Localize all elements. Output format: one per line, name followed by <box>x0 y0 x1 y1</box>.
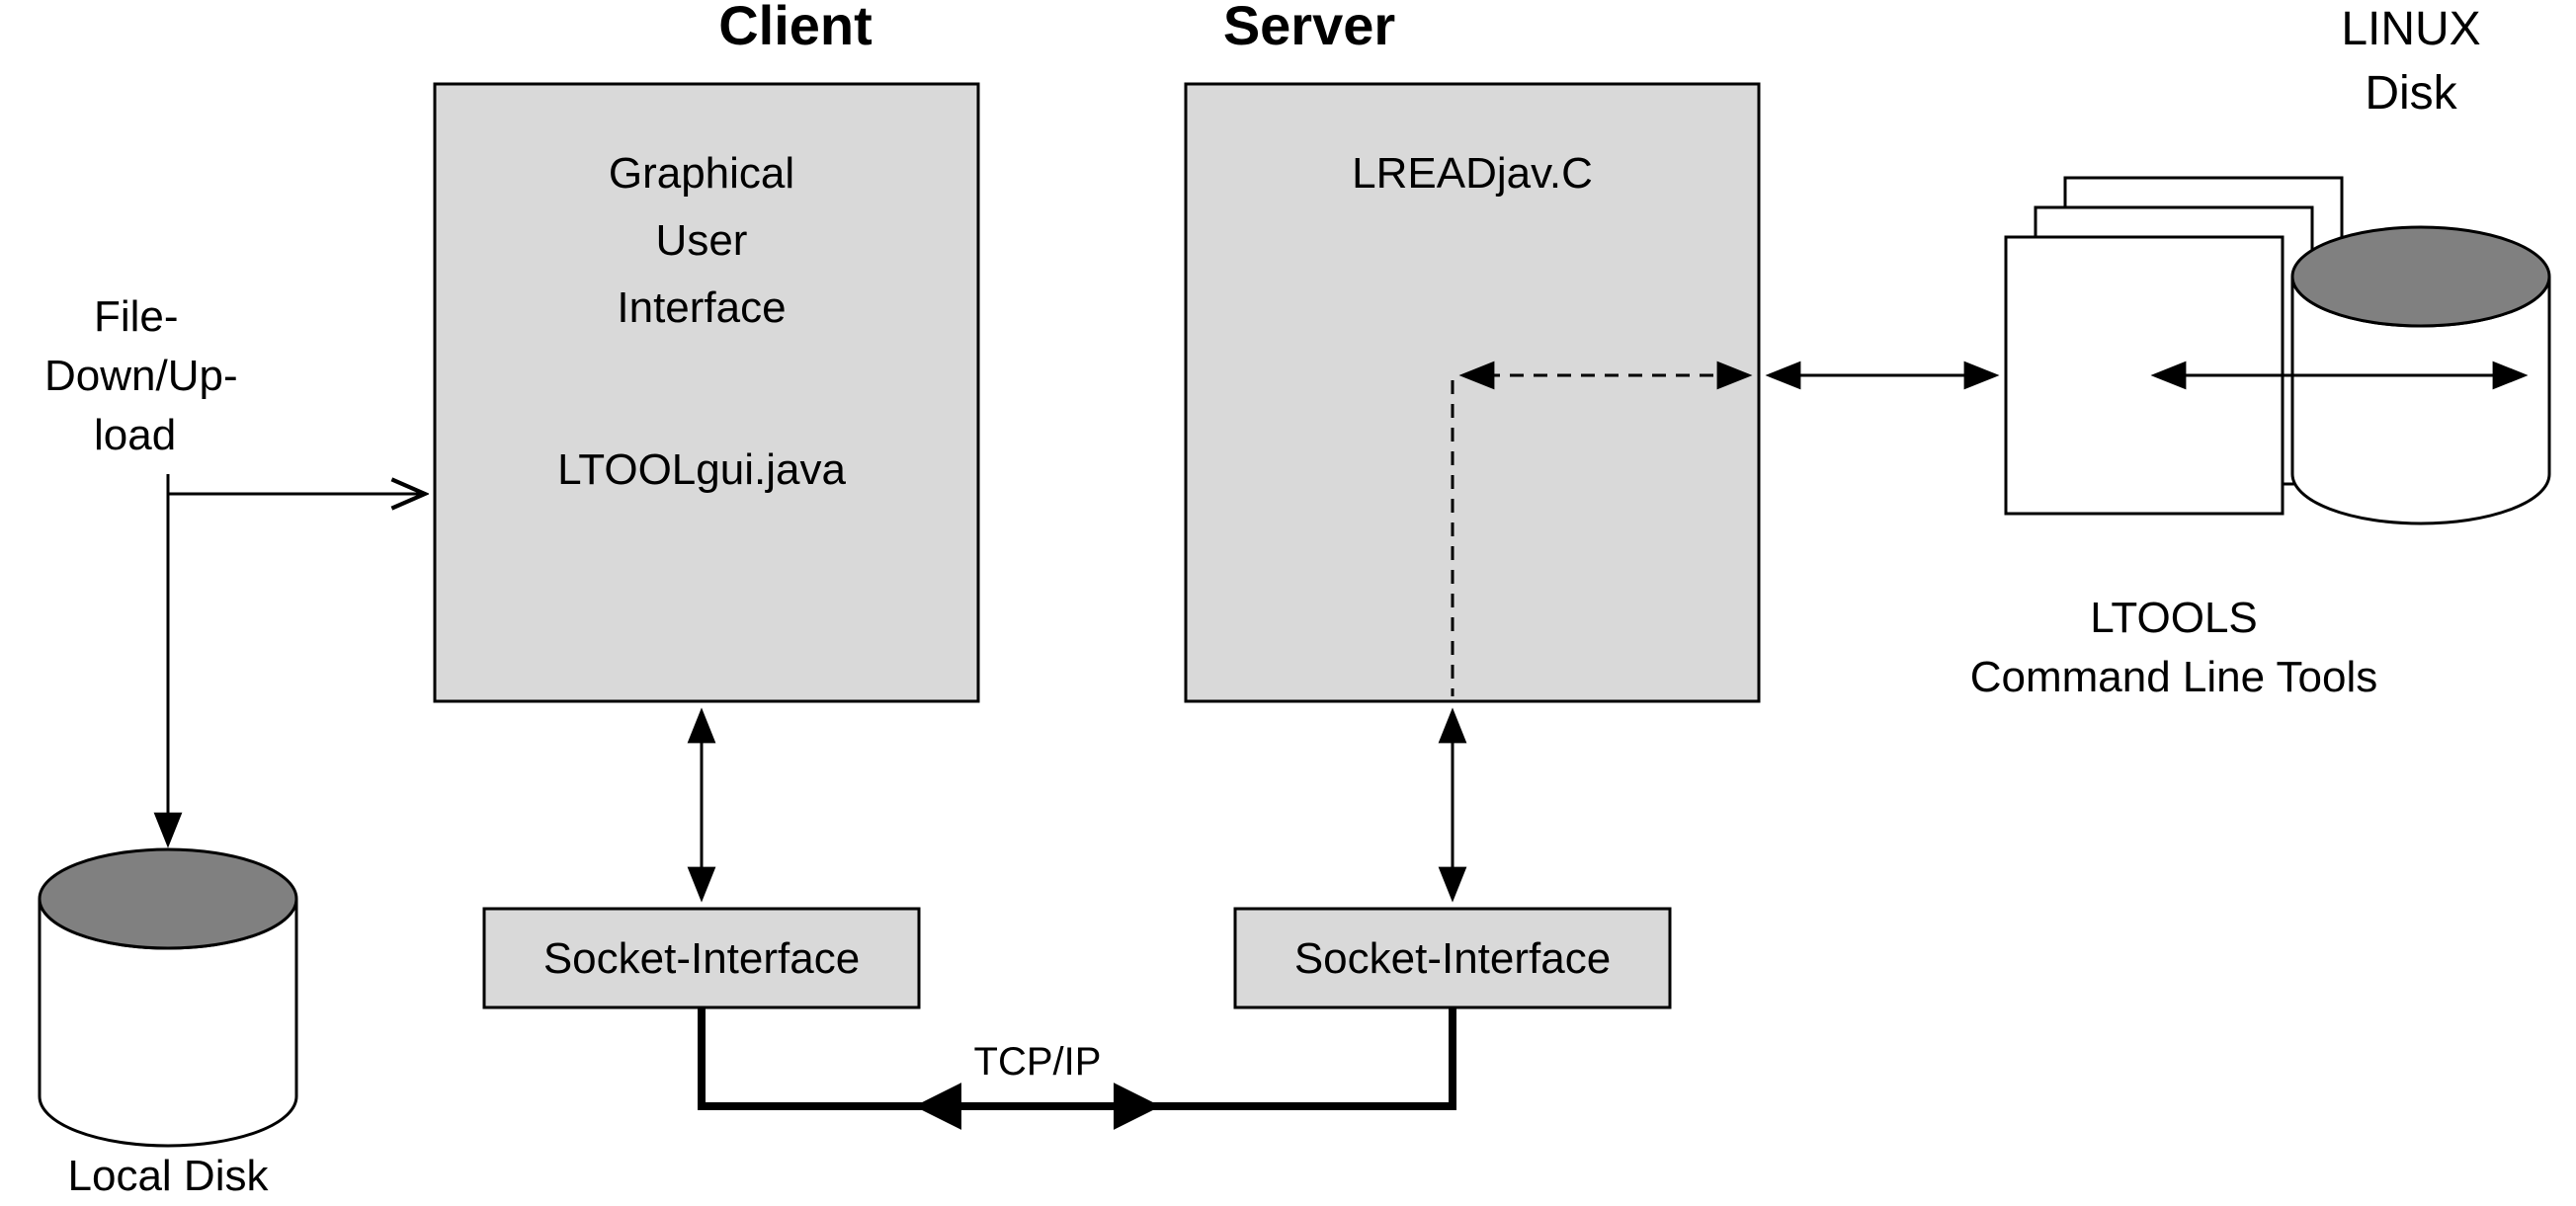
linux-disk-label-1: LINUX <box>2341 3 2480 55</box>
client-title: Client <box>718 0 873 56</box>
local-disk-label: Local Disk <box>68 1152 270 1200</box>
file-label-1: File- <box>94 292 179 341</box>
client-box-line1: Graphical <box>609 149 794 198</box>
server-title: Server <box>1223 0 1395 56</box>
tcpip-label: TCP/IP <box>974 1040 1102 1084</box>
client-box-line4: LTOOLgui.java <box>557 445 846 494</box>
linux-disk-label-2: Disk <box>2365 67 2457 120</box>
file-label-3: load <box>94 411 176 459</box>
client-box-line3: Interface <box>617 283 786 332</box>
ltools-label-1: LTOOLS <box>2090 594 2258 642</box>
local-disk-icon <box>40 849 296 1146</box>
client-box-line2: User <box>656 216 748 265</box>
ltools-label-2: Command Line Tools <box>1970 653 2378 701</box>
client-socket-label: Socket-Interface <box>543 934 860 983</box>
server-socket-label: Socket-Interface <box>1294 934 1611 983</box>
server-box-line1: LREADjav.C <box>1352 149 1593 198</box>
file-label-2: Down/Up- <box>44 352 238 400</box>
